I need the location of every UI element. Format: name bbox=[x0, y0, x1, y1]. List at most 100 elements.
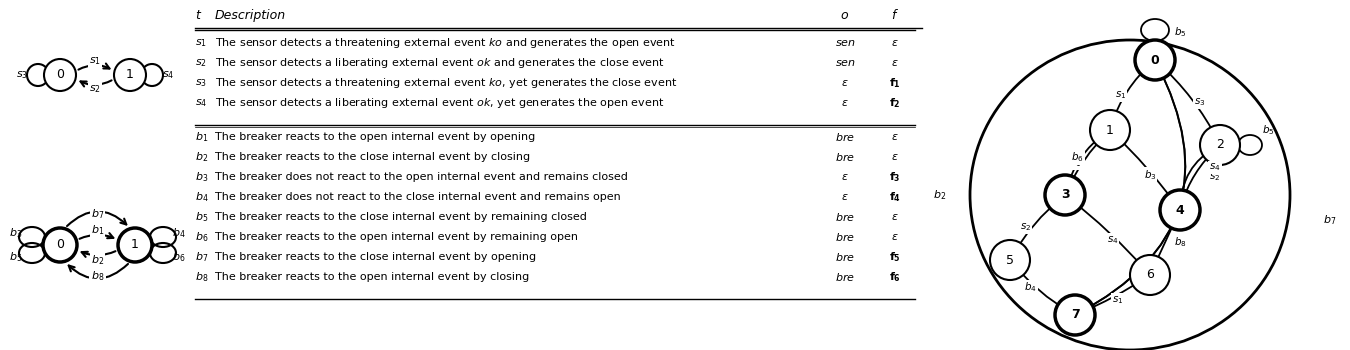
Text: $\varepsilon$: $\varepsilon$ bbox=[891, 232, 899, 242]
Text: $\mathbf{f_3}$: $\mathbf{f_3}$ bbox=[890, 170, 900, 184]
Text: $s_1$: $s_1$ bbox=[194, 37, 207, 49]
Circle shape bbox=[1089, 110, 1130, 150]
Text: $b_4$: $b_4$ bbox=[194, 190, 209, 204]
Circle shape bbox=[113, 59, 146, 91]
Text: $bre$: $bre$ bbox=[836, 151, 855, 163]
Text: The sensor detects a liberating external event $ok$ and generates the close even: The sensor detects a liberating external… bbox=[215, 56, 664, 70]
Text: $\mathbf{f_6}$: $\mathbf{f_6}$ bbox=[890, 270, 900, 284]
Text: $bre$: $bre$ bbox=[836, 231, 855, 243]
Text: $s_1$: $s_1$ bbox=[89, 55, 101, 67]
Text: $\varepsilon$: $\varepsilon$ bbox=[891, 38, 899, 48]
Text: $s_3$: $s_3$ bbox=[194, 77, 207, 89]
Text: 0: 0 bbox=[55, 69, 63, 82]
Text: $b_1$: $b_1$ bbox=[90, 223, 104, 237]
Text: $s_2$: $s_2$ bbox=[89, 83, 101, 95]
Text: 4: 4 bbox=[1176, 203, 1184, 217]
Text: $b_2$: $b_2$ bbox=[194, 150, 208, 164]
Circle shape bbox=[1130, 255, 1170, 295]
Text: $s_1$: $s_1$ bbox=[1115, 89, 1126, 101]
Text: $b_5$: $b_5$ bbox=[1262, 123, 1274, 137]
Text: 7: 7 bbox=[1071, 308, 1080, 322]
Text: 5: 5 bbox=[1006, 253, 1014, 266]
Text: $b_5$: $b_5$ bbox=[194, 210, 208, 224]
Text: The breaker does not react to the close internal event and remains open: The breaker does not react to the close … bbox=[215, 192, 621, 202]
Text: $b_4$: $b_4$ bbox=[1025, 281, 1037, 294]
Text: $b_7$: $b_7$ bbox=[1323, 213, 1336, 227]
Text: $\mathbf{f_5}$: $\mathbf{f_5}$ bbox=[890, 250, 900, 264]
Circle shape bbox=[1135, 40, 1174, 80]
Text: 1: 1 bbox=[131, 238, 139, 252]
Text: $\varepsilon$: $\varepsilon$ bbox=[841, 98, 849, 108]
Text: $b_6$: $b_6$ bbox=[1071, 150, 1084, 164]
Text: $b_7$: $b_7$ bbox=[90, 207, 104, 221]
Text: $\varepsilon$: $\varepsilon$ bbox=[841, 172, 849, 182]
Text: $b_3$: $b_3$ bbox=[9, 226, 23, 240]
Text: $b_8$: $b_8$ bbox=[90, 269, 104, 283]
Circle shape bbox=[990, 240, 1030, 280]
Text: $s_4$: $s_4$ bbox=[1210, 162, 1220, 173]
Text: $\varepsilon$: $\varepsilon$ bbox=[891, 152, 899, 162]
Text: The breaker reacts to the open internal event by closing: The breaker reacts to the open internal … bbox=[215, 272, 529, 282]
Text: $\varepsilon$: $\varepsilon$ bbox=[891, 58, 899, 68]
Text: The sensor detects a threatening external event $ko$ and generates the open even: The sensor detects a threatening externa… bbox=[215, 36, 676, 50]
Text: 0: 0 bbox=[1150, 54, 1160, 66]
Circle shape bbox=[1200, 125, 1241, 165]
Text: $s_3$: $s_3$ bbox=[16, 69, 28, 81]
Text: 3: 3 bbox=[1061, 189, 1069, 202]
Text: 0: 0 bbox=[55, 238, 63, 252]
Text: $b_2$: $b_2$ bbox=[933, 188, 946, 202]
Text: $\mathbf{f_4}$: $\mathbf{f_4}$ bbox=[890, 190, 900, 204]
Text: 1: 1 bbox=[1106, 124, 1114, 136]
Circle shape bbox=[1054, 295, 1095, 335]
Text: 2: 2 bbox=[1216, 139, 1224, 152]
Text: $bre$: $bre$ bbox=[836, 131, 855, 143]
Text: The breaker reacts to the close internal event by closing: The breaker reacts to the close internal… bbox=[215, 152, 531, 162]
Text: $b_5$: $b_5$ bbox=[9, 250, 23, 264]
Text: $t$: $t$ bbox=[194, 9, 202, 22]
Text: $b_3$: $b_3$ bbox=[194, 170, 208, 184]
Text: $sen$: $sen$ bbox=[834, 58, 856, 68]
Text: $b_2$: $b_2$ bbox=[90, 253, 104, 267]
Text: $b_7$: $b_7$ bbox=[194, 250, 208, 264]
Text: $f$: $f$ bbox=[891, 8, 899, 22]
Text: The breaker does not react to the open internal event and remains closed: The breaker does not react to the open i… bbox=[215, 172, 628, 182]
Text: $s_3$: $s_3$ bbox=[1193, 97, 1206, 108]
Text: $s_4$: $s_4$ bbox=[1107, 234, 1118, 246]
Text: $\varepsilon$: $\varepsilon$ bbox=[841, 192, 849, 202]
Text: $bre$: $bre$ bbox=[836, 211, 855, 223]
Text: 1: 1 bbox=[126, 69, 134, 82]
Circle shape bbox=[1045, 175, 1085, 215]
Text: $s_2$: $s_2$ bbox=[194, 57, 207, 69]
Text: $b_8$: $b_8$ bbox=[194, 270, 208, 284]
Text: $s_1$: $s_1$ bbox=[1112, 294, 1123, 306]
Text: $s_4$: $s_4$ bbox=[162, 69, 174, 81]
Text: $\varepsilon$: $\varepsilon$ bbox=[891, 132, 899, 142]
Text: The breaker reacts to the close internal event by opening: The breaker reacts to the close internal… bbox=[215, 252, 536, 262]
Text: $b_1$: $b_1$ bbox=[194, 130, 208, 144]
Text: The sensor detects a liberating external event $ok$, yet generates the open even: The sensor detects a liberating external… bbox=[215, 96, 664, 110]
Circle shape bbox=[43, 228, 77, 262]
Text: $b_6$: $b_6$ bbox=[173, 250, 186, 264]
Text: $s_2$: $s_2$ bbox=[1210, 172, 1220, 183]
Text: $b_8$: $b_8$ bbox=[1173, 236, 1187, 250]
Text: $s_4$: $s_4$ bbox=[194, 97, 208, 109]
Text: $b_3$: $b_3$ bbox=[1143, 168, 1157, 182]
Text: The sensor detects a threatening external event $ko$, yet generates the close ev: The sensor detects a threatening externa… bbox=[215, 76, 678, 90]
Circle shape bbox=[117, 228, 153, 262]
Text: $bre$: $bre$ bbox=[836, 271, 855, 283]
Text: $b_1$: $b_1$ bbox=[1069, 156, 1081, 169]
Text: Description: Description bbox=[215, 9, 286, 22]
Text: $\varepsilon$: $\varepsilon$ bbox=[891, 212, 899, 222]
Text: $s_2$: $s_2$ bbox=[1019, 222, 1031, 233]
Text: $\varepsilon$: $\varepsilon$ bbox=[841, 78, 849, 88]
Text: The breaker reacts to the open internal event by opening: The breaker reacts to the open internal … bbox=[215, 132, 535, 142]
Circle shape bbox=[1160, 190, 1200, 230]
Circle shape bbox=[45, 59, 76, 91]
Text: $b_5$: $b_5$ bbox=[1173, 25, 1187, 39]
Text: $o$: $o$ bbox=[841, 9, 849, 22]
Text: $b_4$: $b_4$ bbox=[173, 226, 186, 240]
Text: $b_6$: $b_6$ bbox=[194, 230, 208, 244]
Text: $bre$: $bre$ bbox=[836, 251, 855, 263]
Text: $sen$: $sen$ bbox=[834, 38, 856, 48]
Text: $\mathbf{f_2}$: $\mathbf{f_2}$ bbox=[890, 96, 900, 110]
